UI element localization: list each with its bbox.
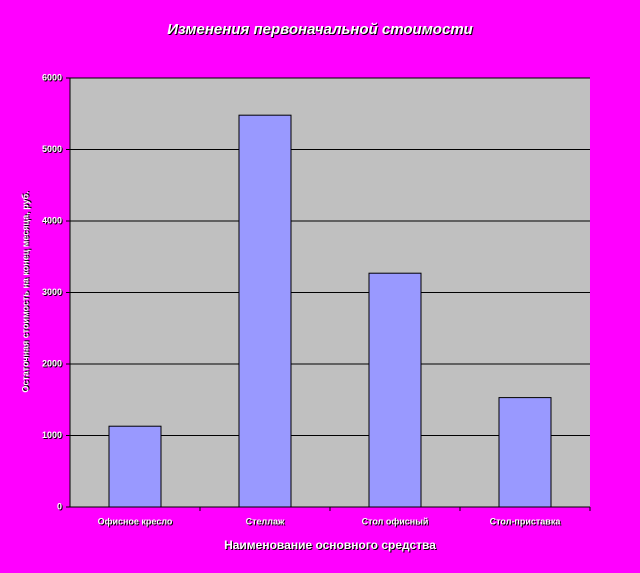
y-tick-label: 2000 xyxy=(42,358,62,368)
x-tick-label: Офисное кресло xyxy=(98,516,173,526)
x-axis-label: Наименование основного средства xyxy=(224,538,436,552)
x-tick-label: Стол офисный xyxy=(362,516,429,526)
y-tick-label: 0 xyxy=(57,501,62,511)
chart-title: Изменения первоначальной стоимости xyxy=(167,21,473,38)
y-tick-label: 5000 xyxy=(42,144,62,154)
bar xyxy=(498,397,552,508)
bar xyxy=(368,272,422,508)
y-axis-label: Остаточная стоимость на конец месяца, ру… xyxy=(20,191,30,392)
y-tick-label: 4000 xyxy=(42,215,62,225)
y-tick-label: 3000 xyxy=(42,287,62,297)
y-tick-label: 1000 xyxy=(42,430,62,440)
bar xyxy=(238,114,292,508)
x-tick-label: Стол-приставка xyxy=(490,516,562,526)
y-tick-label: 6000 xyxy=(42,72,62,82)
x-tick-label: Стеллаж xyxy=(246,516,285,526)
bar xyxy=(108,425,162,508)
